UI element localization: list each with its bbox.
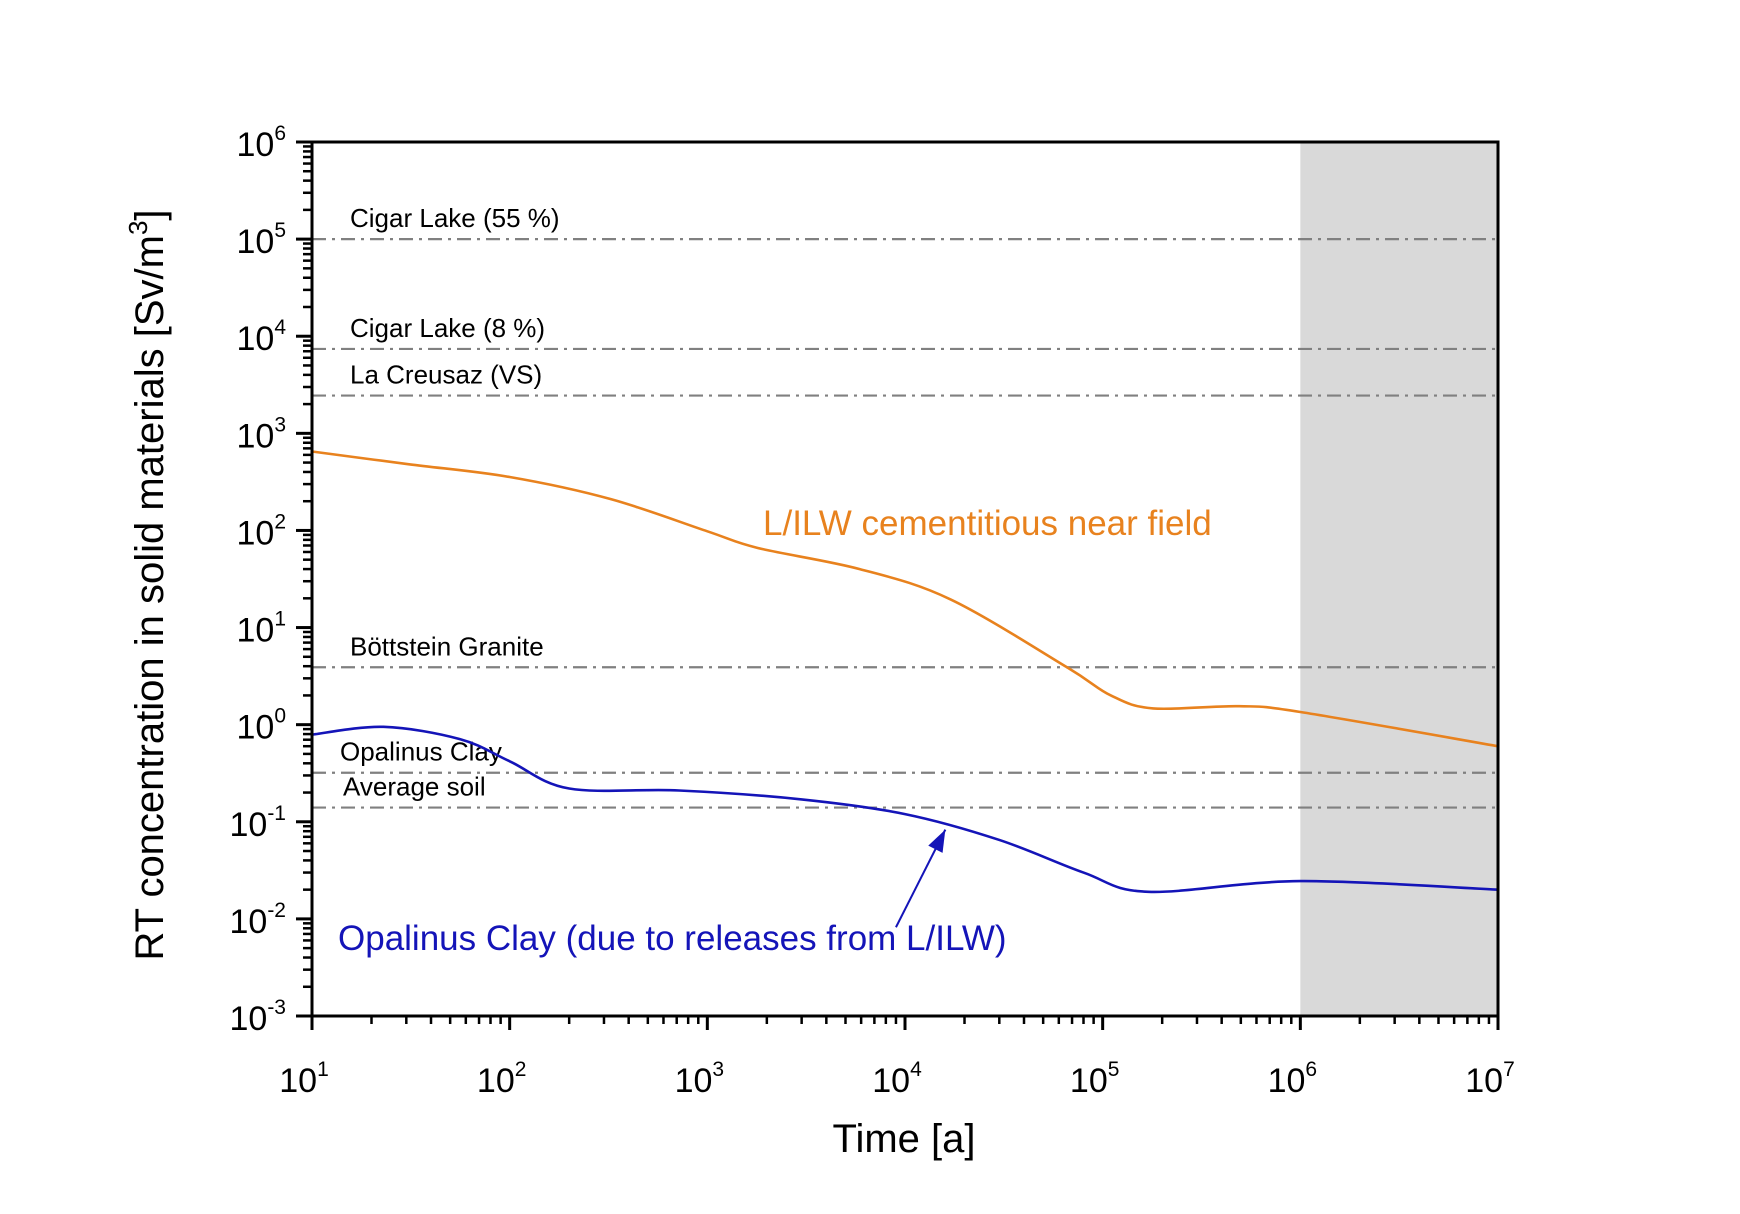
x-tick-base: 10 (279, 1062, 317, 1100)
y-tick-label: 106 (236, 122, 286, 164)
y-tick-label: 100 (236, 705, 286, 747)
y-tick-base: 10 (236, 320, 274, 358)
y-tick-exp: -1 (267, 802, 286, 825)
reference-line-label: Opalinus Clay (340, 737, 502, 767)
y-tick-label: 101 (236, 608, 286, 650)
y-tick-label: 102 (236, 510, 286, 552)
x-tick-label: 102 (477, 1058, 527, 1100)
x-tick-label: 103 (675, 1058, 725, 1100)
x-tick-base: 10 (1070, 1062, 1108, 1100)
x-tick-label: 101 (279, 1058, 329, 1100)
reference-line-label: Cigar Lake (55 %) (350, 203, 560, 233)
x-tick-base: 10 (872, 1062, 910, 1100)
y-axis-title: RT concentration in solid materials [Sv/… (123, 209, 172, 960)
x-tick-base: 10 (1465, 1062, 1503, 1100)
y-tick-label: 105 (236, 219, 286, 261)
x-tick-exp: 3 (712, 1058, 724, 1081)
x-tick-exp: 4 (910, 1058, 922, 1081)
y-tick-base: 10 (236, 223, 274, 261)
reference-line-label: La Creusaz (VS) (350, 360, 542, 390)
y-tick-label: 10-1 (229, 802, 286, 844)
x-tick-label: 107 (1465, 1058, 1515, 1100)
y-tick-exp: -3 (267, 996, 286, 1019)
y-axis-title-close: ] (128, 209, 172, 220)
x-tick-label: 106 (1268, 1058, 1318, 1100)
y-tick-exp: 4 (274, 316, 286, 339)
reference-lines-layer: Cigar Lake (55 %) Cigar Lake (8 %) La Creu… (312, 203, 1498, 809)
y-tick-exp: 1 (274, 608, 286, 631)
y-tick-base: 10 (236, 709, 274, 747)
y-tick-exp: 3 (274, 413, 286, 436)
y-tick-base: 10 (236, 417, 274, 455)
reference-line-label: Cigar Lake (8 %) (350, 313, 545, 343)
y-tick-label: 10-3 (229, 996, 286, 1038)
y-tick-label: 104 (236, 316, 286, 358)
y-tick-base: 10 (229, 1000, 267, 1038)
x-tick-exp: 1 (317, 1058, 329, 1081)
reference-line-label: Average soil (343, 772, 486, 802)
x-axis-title: Time [a] (833, 1117, 976, 1161)
labels-layer: Time [a] RT concentration in solid mater… (123, 209, 1212, 1161)
reference-line-label: Böttstein Granite (350, 631, 544, 661)
x-tick-exp: 5 (1108, 1058, 1120, 1081)
y-tick-label: 10-2 (229, 899, 286, 941)
y-tick-exp: 2 (274, 510, 286, 533)
y-tick-base: 10 (236, 514, 274, 552)
y-tick-exp: 0 (274, 705, 286, 728)
annotation-arrow-head (928, 829, 946, 853)
series-label-orange: L/ILW cementitious near field (763, 504, 1212, 543)
y-tick-base: 10 (229, 806, 267, 844)
y-tick-base: 10 (236, 126, 274, 164)
y-axis-title-main: RT concentration in solid materials [Sv/… (128, 235, 172, 961)
shaded-region (1300, 142, 1498, 1016)
series-label-blue: Opalinus Clay (due to releases from L/IL… (338, 919, 1007, 958)
y-tick-base: 10 (229, 903, 267, 941)
x-tick-exp: 2 (515, 1058, 527, 1081)
series-line-lilw-near-field (311, 450, 1499, 748)
x-tick-base: 10 (477, 1062, 515, 1100)
y-tick-label: 103 (236, 413, 286, 455)
x-tick-label: 104 (872, 1058, 922, 1100)
y-tick-exp: 5 (274, 219, 286, 242)
series-layer (311, 450, 1499, 928)
series-line-opalinus-clay (311, 725, 1499, 894)
x-tick-exp: 7 (1503, 1058, 1515, 1081)
x-tick-base: 10 (675, 1062, 713, 1100)
axes-layer: 101 102 103 104 105 106 10710-310-210-11001011… (229, 122, 1514, 1100)
x-tick-base: 10 (1268, 1062, 1306, 1100)
y-tick-base: 10 (236, 612, 274, 650)
x-tick-label: 105 (1070, 1058, 1120, 1100)
y-tick-exp: -2 (267, 899, 286, 922)
y-axis-title-sup: 3 (123, 221, 153, 235)
shaded-region-layer (1300, 142, 1498, 1016)
x-tick-exp: 6 (1305, 1058, 1317, 1081)
y-tick-exp: 6 (274, 122, 286, 145)
